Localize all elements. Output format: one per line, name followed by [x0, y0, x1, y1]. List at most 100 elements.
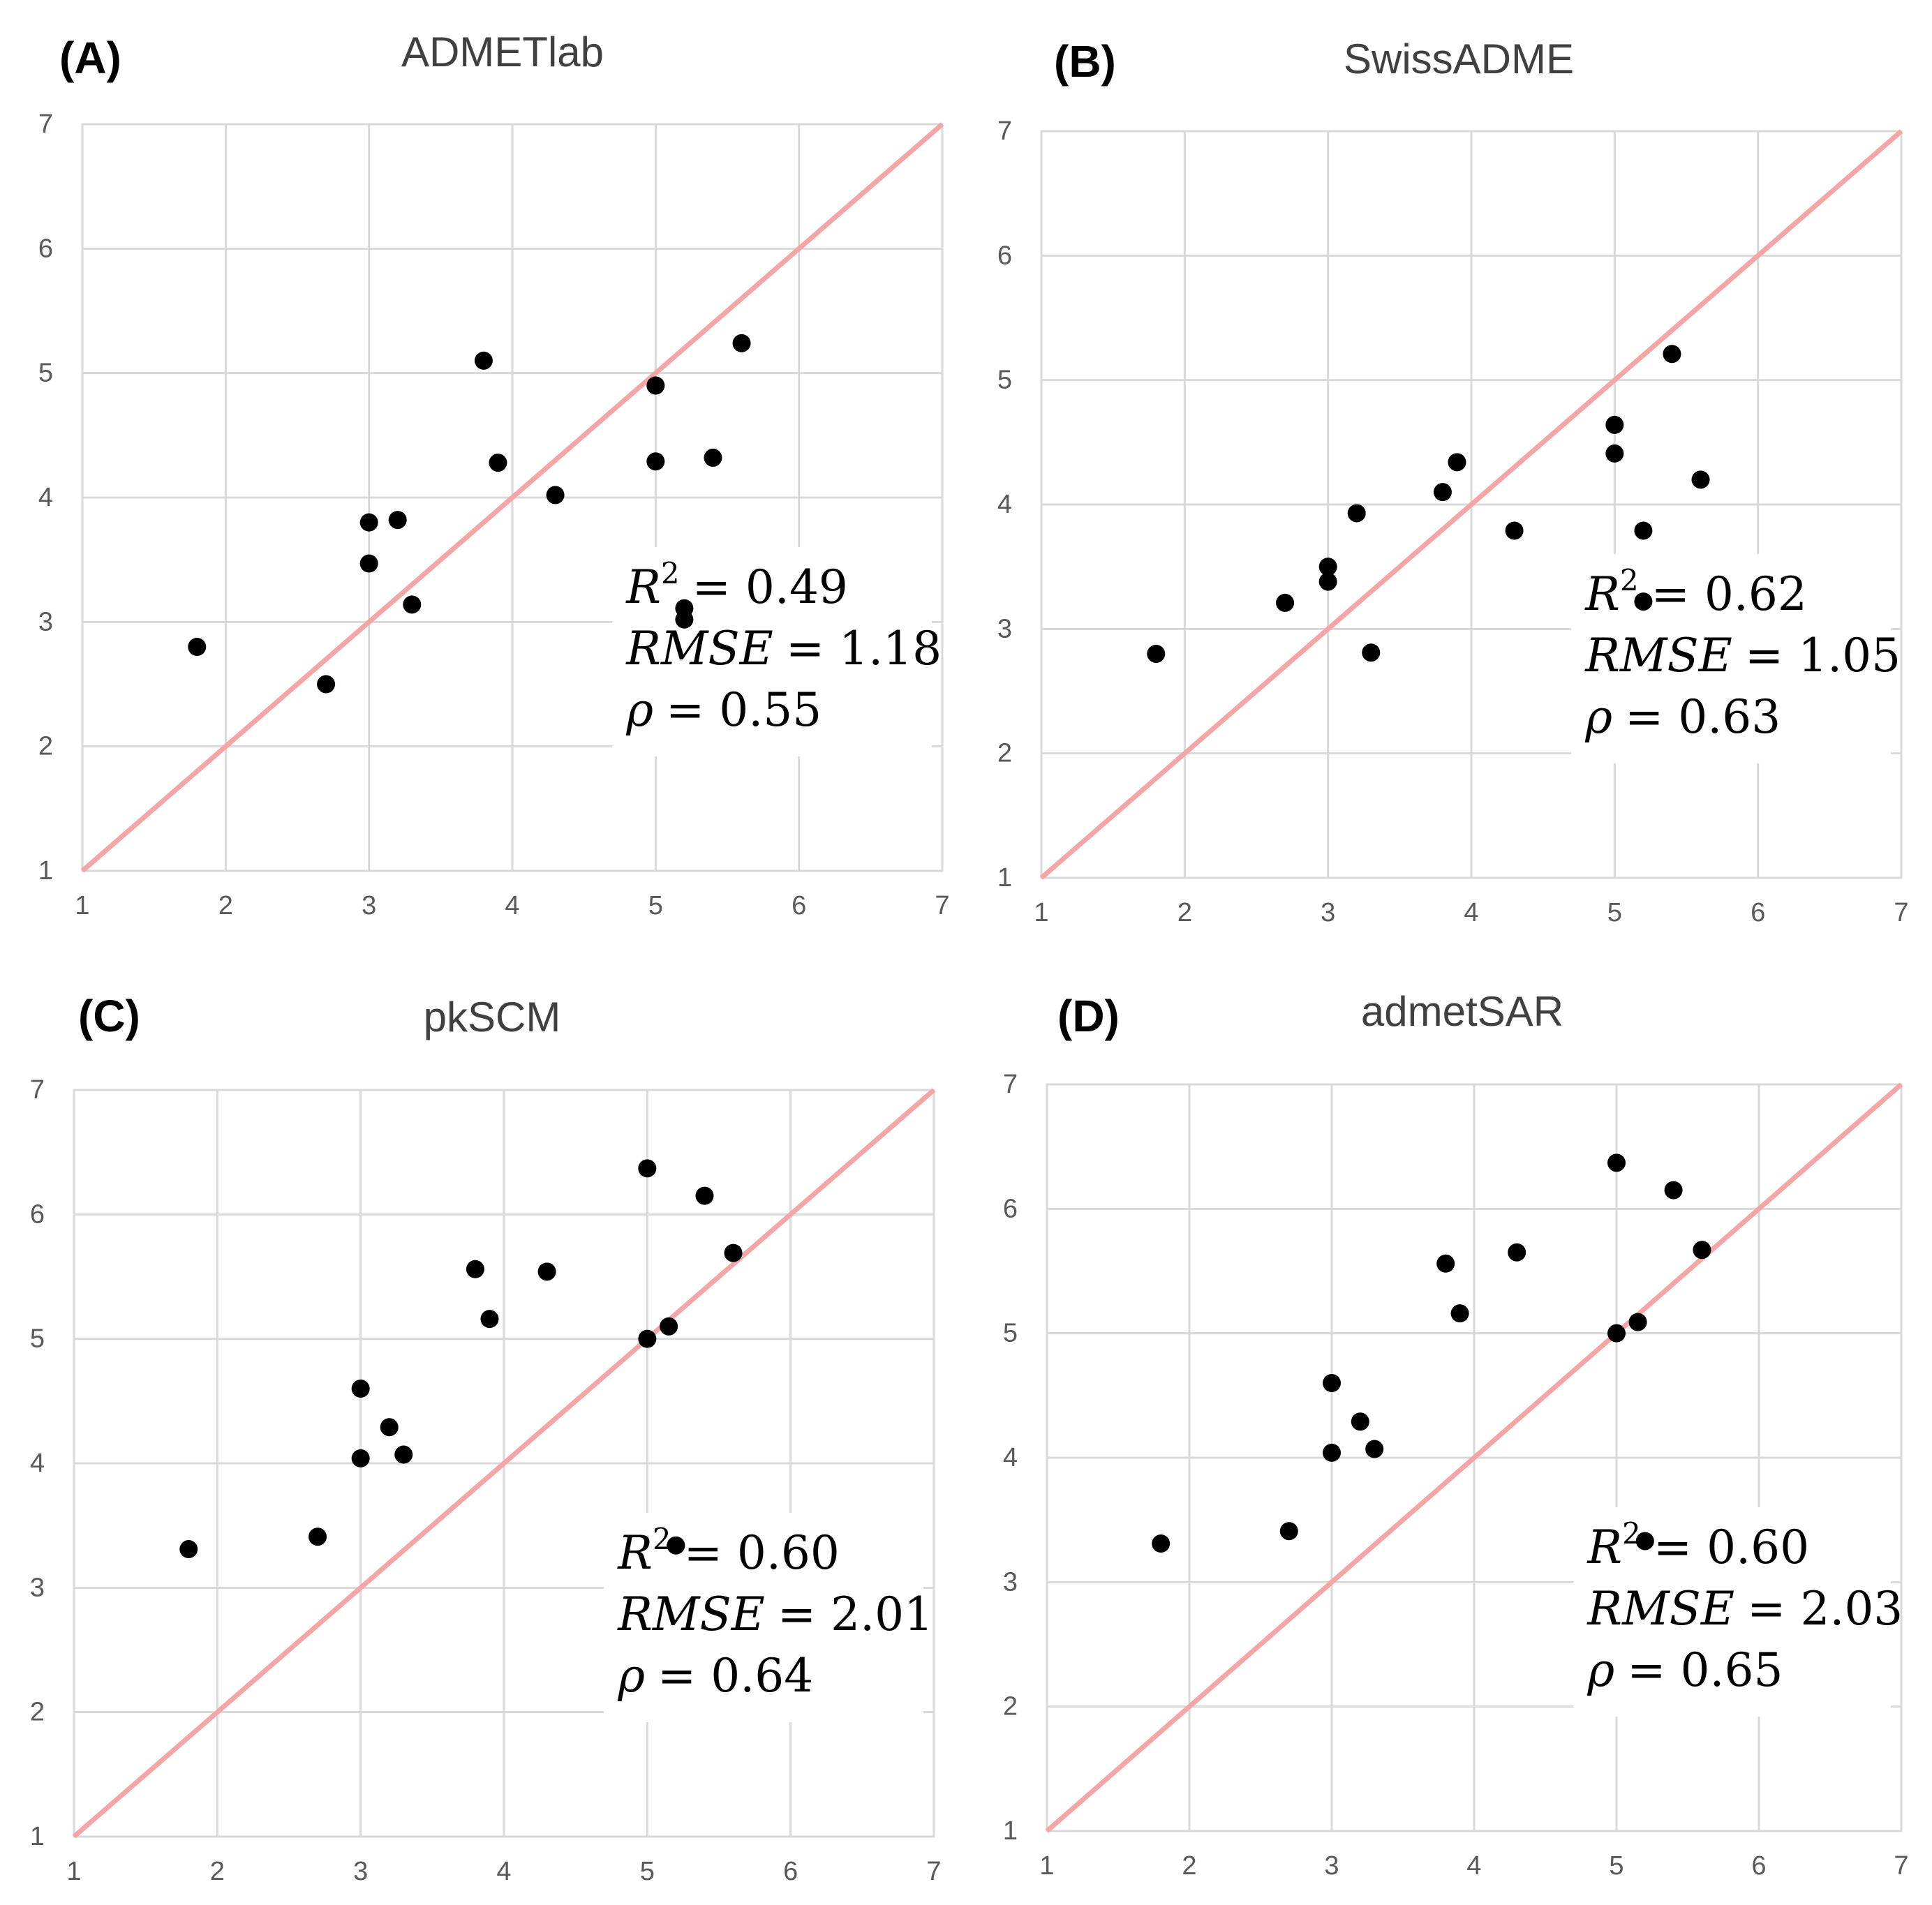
stat-r2-label: R — [625, 560, 661, 614]
stat-rmse-label: RMSE — [1584, 629, 1732, 682]
x-tick-label: 2 — [1182, 1851, 1196, 1881]
data-point — [732, 334, 751, 352]
panel-letter: (B) — [1054, 36, 1116, 87]
stat-r2-exponent: 2 — [653, 1522, 671, 1556]
stat-r2-value: = 0.60 — [684, 1526, 840, 1580]
stat-rmse: RMSE = 1.05 — [1584, 629, 1901, 682]
x-tick-label: 1 — [66, 1857, 81, 1886]
data-point — [1607, 1324, 1626, 1343]
plot-frame — [81, 123, 944, 872]
stat-r2-value: = 0.62 — [1651, 567, 1807, 621]
data-point — [1505, 521, 1524, 540]
stat-r2-label: R — [1584, 567, 1620, 621]
y-tick-label: 3 — [30, 1573, 45, 1602]
y-tick-label: 7 — [30, 1075, 45, 1105]
data-point — [480, 1310, 499, 1329]
x-tick-label: 3 — [1324, 1851, 1339, 1881]
x-tick-label: 3 — [1321, 898, 1335, 927]
stat-r2-label: R — [1587, 1521, 1622, 1574]
identity-line — [1045, 1082, 1903, 1833]
stat-rho-value: = 0.65 — [1627, 1643, 1783, 1697]
y-tick-label: 7 — [1003, 1070, 1018, 1099]
identity-line — [80, 122, 944, 873]
plot-frame — [1046, 1083, 1903, 1832]
stat-rmse-value: = 2.01 — [778, 1588, 933, 1641]
x-tick-label: 4 — [505, 891, 519, 920]
x-tick-label: 1 — [75, 891, 89, 920]
data-point — [474, 351, 493, 370]
plot-frame — [73, 1089, 935, 1838]
y-tick-label: 1 — [997, 863, 1012, 892]
stat-rho-label: ρ — [1587, 1643, 1614, 1697]
stat-rmse-label: RMSE — [1587, 1582, 1734, 1636]
data-point — [317, 675, 336, 694]
data-point — [351, 1380, 370, 1398]
stats-box — [1573, 1507, 1891, 1717]
x-tick-label: 5 — [648, 891, 663, 920]
data-point — [638, 1159, 657, 1178]
stat-r2-exponent: 2 — [1622, 1516, 1641, 1551]
stats-box — [1571, 553, 1891, 763]
identity-line — [72, 1088, 936, 1839]
stat-rmse: RMSE = 2.01 — [617, 1588, 933, 1641]
stat-rmse: RMSE = 2.03 — [1587, 1582, 1903, 1636]
stat-rmse-label: RMSE — [617, 1588, 765, 1641]
data-point — [403, 595, 422, 614]
stat-r2-value: = 0.49 — [692, 560, 848, 614]
stat-rho: ρ = 0.63 — [1584, 690, 1781, 744]
stat-rmse-value: = 1.18 — [786, 622, 942, 675]
stat-r2: R2 = 0.62 — [1584, 563, 1807, 621]
y-tick-label: 3 — [1003, 1567, 1018, 1597]
y-tick-label: 7 — [38, 110, 53, 139]
x-tick-label: 4 — [1466, 1851, 1481, 1881]
panel-title: pkSCM — [424, 994, 561, 1040]
data-point — [351, 1449, 370, 1467]
x-tick-label: 4 — [1464, 898, 1478, 927]
y-tick-label: 2 — [30, 1698, 45, 1727]
x-tick-label: 7 — [1894, 1851, 1908, 1881]
x-tick-label: 1 — [1039, 1851, 1054, 1881]
data-point — [1635, 1532, 1654, 1551]
y-tick-label: 2 — [1003, 1692, 1018, 1721]
data-point — [1634, 592, 1653, 611]
stat-r2: R2 = 0.60 — [1587, 1516, 1809, 1574]
data-point — [695, 1186, 714, 1205]
data-point — [388, 511, 407, 530]
data-point — [1279, 1522, 1298, 1541]
data-point — [1448, 453, 1466, 472]
data-point — [546, 486, 565, 505]
data-point — [1663, 345, 1681, 364]
data-point — [1691, 470, 1710, 489]
panel-letter: (A) — [59, 33, 121, 83]
data-point — [1664, 1181, 1683, 1200]
data-point — [660, 1317, 678, 1336]
data-point — [1693, 1241, 1711, 1260]
y-tick-label: 6 — [997, 241, 1012, 270]
data-point — [1318, 572, 1337, 591]
panel-title: SwissADME — [1344, 36, 1574, 82]
y-tick-label: 1 — [38, 856, 53, 886]
y-tick-label: 5 — [30, 1324, 45, 1354]
y-tick-label: 7 — [997, 117, 1012, 146]
stat-rho-label: ρ — [625, 683, 653, 737]
y-tick-label: 3 — [38, 607, 53, 636]
data-point — [704, 448, 722, 467]
data-point — [1276, 593, 1295, 612]
x-tick-label: 6 — [783, 1857, 798, 1886]
panel-letter: (C) — [78, 991, 140, 1041]
stat-rho-value: = 0.55 — [666, 683, 822, 737]
y-tick-label: 1 — [1003, 1816, 1018, 1846]
data-point — [1147, 645, 1166, 663]
identity-line — [1039, 129, 1903, 880]
data-point — [1450, 1304, 1469, 1323]
data-point — [1433, 483, 1452, 502]
data-point — [724, 1243, 743, 1262]
x-tick-label: 7 — [935, 891, 949, 920]
stat-rho: ρ = 0.64 — [617, 1649, 813, 1703]
y-tick-label: 5 — [997, 366, 1012, 395]
y-tick-label: 5 — [38, 359, 53, 388]
stat-r2-label: R — [617, 1526, 653, 1580]
y-tick-label: 4 — [997, 490, 1012, 519]
data-point — [1628, 1313, 1647, 1331]
